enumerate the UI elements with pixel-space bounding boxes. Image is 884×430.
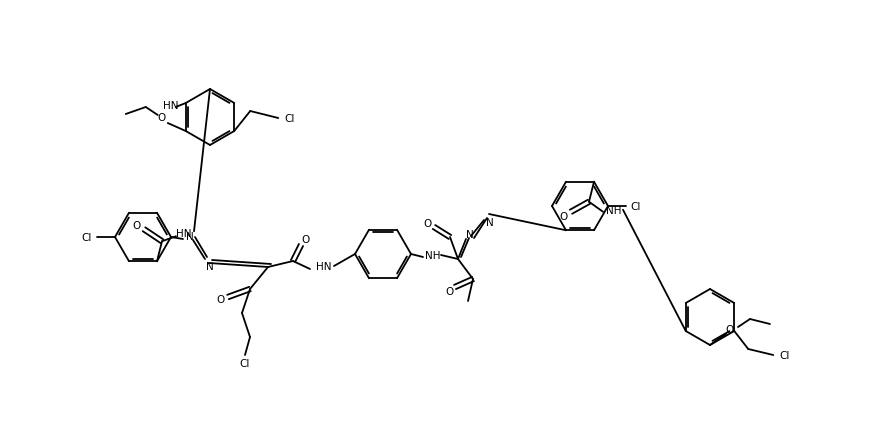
Text: Cl: Cl <box>82 233 92 243</box>
Text: N: N <box>187 231 194 241</box>
Text: NH: NH <box>425 250 441 261</box>
Text: O: O <box>726 324 734 334</box>
Text: O: O <box>301 234 309 244</box>
Text: HN: HN <box>316 261 332 271</box>
Text: N: N <box>466 230 474 240</box>
Text: O: O <box>132 221 141 231</box>
Text: NH: NH <box>606 205 621 215</box>
Text: HN: HN <box>163 101 179 111</box>
Text: Cl: Cl <box>779 350 789 360</box>
Text: Cl: Cl <box>284 114 294 124</box>
Text: O: O <box>559 211 568 221</box>
Text: HN: HN <box>176 229 192 239</box>
Text: O: O <box>157 113 166 123</box>
Text: Cl: Cl <box>631 202 641 212</box>
Text: Cl: Cl <box>240 358 250 368</box>
Text: N: N <box>486 218 494 227</box>
Text: O: O <box>216 294 225 304</box>
Text: N: N <box>206 261 214 271</box>
Text: O: O <box>445 286 453 296</box>
Text: O: O <box>423 218 432 228</box>
